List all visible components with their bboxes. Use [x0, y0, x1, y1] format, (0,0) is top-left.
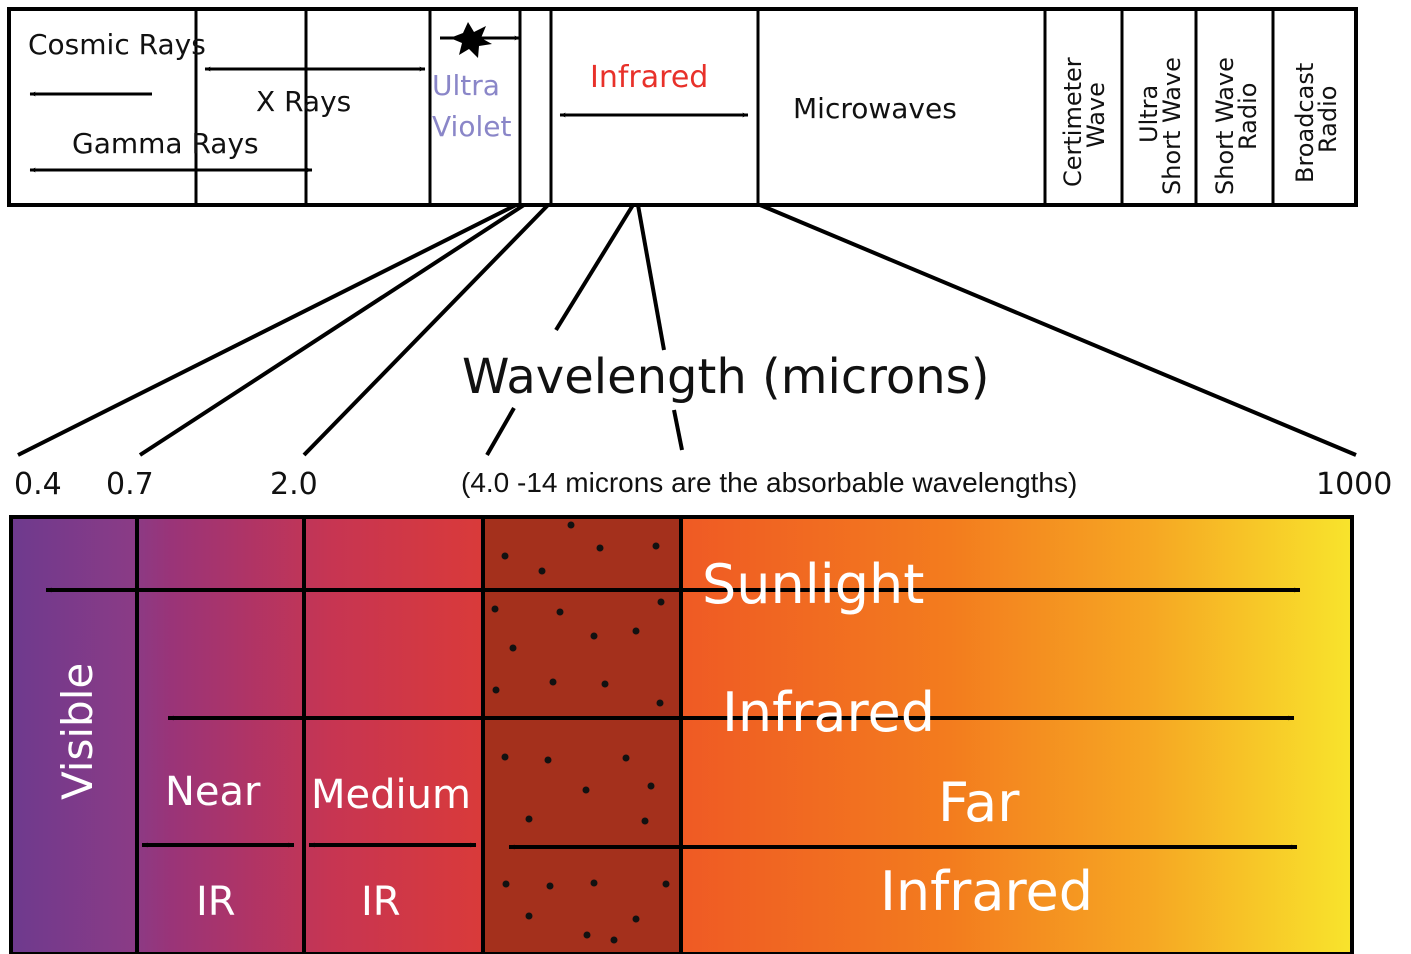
- far-infrared-label: Infrared: [880, 860, 1093, 923]
- absorbable-dots: [491, 521, 670, 944]
- zoom-line-1000: [759, 203, 1357, 457]
- cosmic-rays-label: Cosmic Rays: [28, 28, 206, 61]
- zoom-line-2-0: [302, 203, 550, 457]
- zoom-line-14-upper: [636, 204, 666, 351]
- microwaves-label: Microwaves: [793, 92, 957, 125]
- zoom-lines: [17, 203, 1357, 457]
- zoom-line-4-lower: [485, 407, 516, 456]
- medium-ir-label: IR: [361, 879, 401, 925]
- ultra-short-wave-label-2: Short Wave: [1158, 57, 1186, 195]
- zoom-line-14-lower: [672, 409, 684, 451]
- violet-label: Violet: [432, 110, 511, 143]
- gamma-rays-label: Gamma Rays: [72, 127, 259, 160]
- tick-label-1000: 1000: [1316, 467, 1392, 502]
- zoom-line-4-upper: [554, 203, 635, 332]
- tick-label-0-7: 0.7: [106, 467, 154, 502]
- broadcast-radio-label-1: Broadcast: [1291, 63, 1319, 183]
- infrared-label: Infrared: [590, 60, 708, 95]
- near-ir-label: IR: [196, 879, 236, 925]
- tick-label-2-0: 2.0: [270, 467, 318, 502]
- infrared-bar: Visible Sunlight Infrared Near IR Medium…: [9, 515, 1354, 954]
- centimeter-wave-label-2: Wave: [1082, 82, 1110, 148]
- near-label: Near: [165, 769, 261, 815]
- centimeter-wave-label-1: Certimeter: [1059, 57, 1087, 187]
- short-wave-radio-label-1: Short Wave: [1211, 57, 1239, 195]
- visible-label: Visible: [53, 663, 102, 800]
- far-label: Far: [938, 771, 1020, 834]
- spectrum-bar: Cosmic Rays X Rays Gamma Rays Ultra Viol…: [7, 7, 1358, 207]
- uv-burst-icon: [450, 22, 492, 58]
- ultra-short-wave-label-1: Ultra: [1135, 85, 1163, 143]
- medium-label: Medium: [311, 772, 471, 818]
- zoom-line-0-7: [138, 203, 526, 457]
- broadcast-radio-label-2: Radio: [1314, 86, 1342, 153]
- infrared-range-label: Infrared: [722, 681, 935, 744]
- wavelength-title: Wavelength (microns): [462, 349, 989, 405]
- x-rays-label: X Rays: [256, 85, 351, 118]
- short-wave-radio-label-2: Radio: [1234, 83, 1262, 150]
- sunlight-label: Sunlight: [702, 553, 924, 616]
- ultra-label: Ultra: [432, 69, 500, 102]
- zoom-line-0-4: [17, 203, 517, 457]
- absorbable-band: [483, 517, 681, 954]
- absorbable-note: (4.0 -14 microns are the absorbable wave…: [461, 467, 1077, 498]
- tick-label-0-4: 0.4: [14, 467, 62, 502]
